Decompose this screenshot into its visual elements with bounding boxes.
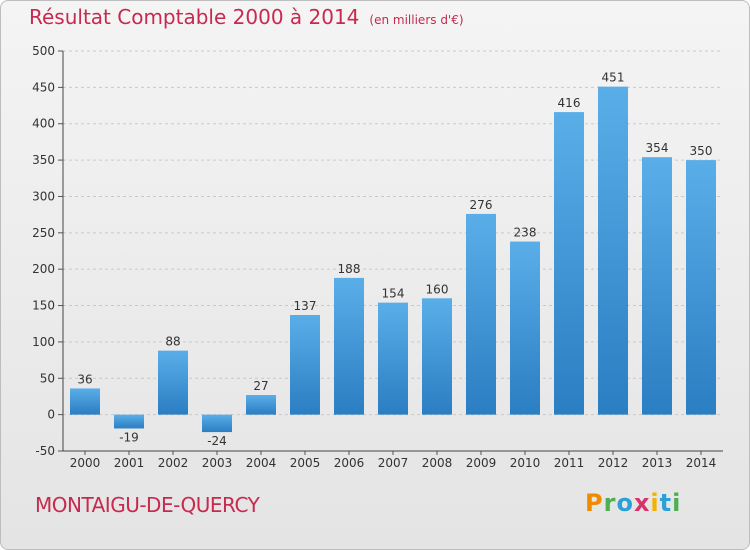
x-tick-label: 2007 <box>378 456 409 470</box>
data-label: 238 <box>514 226 537 240</box>
bar <box>114 414 144 429</box>
y-tick-label: 300 <box>32 189 55 203</box>
y-tick-label: 350 <box>32 153 55 167</box>
bar <box>290 315 320 415</box>
chart-title: Résultat Comptable 2000 à 2014 (en millie… <box>29 5 464 29</box>
y-tick-label: 400 <box>32 117 55 131</box>
y-tick-label: 50 <box>40 371 55 385</box>
data-label: 27 <box>253 379 268 393</box>
x-tick-label: 2004 <box>246 456 277 470</box>
data-label: -19 <box>119 430 139 444</box>
bar <box>554 112 584 415</box>
x-tick-label: 2011 <box>554 456 585 470</box>
x-tick-label: 2008 <box>422 456 453 470</box>
bar <box>598 86 628 415</box>
logo-letter: i <box>650 489 660 517</box>
y-tick-label: 200 <box>32 262 55 276</box>
bar <box>686 160 716 415</box>
bar <box>202 414 232 433</box>
bar <box>158 350 188 415</box>
y-tick-label: 150 <box>32 299 55 313</box>
logo-letter: i <box>672 489 682 517</box>
x-tick-label: 2003 <box>202 456 233 470</box>
x-tick-label: 2014 <box>686 456 717 470</box>
data-label: 88 <box>165 335 180 349</box>
x-tick-label: 2006 <box>334 456 365 470</box>
bar <box>422 298 452 415</box>
bar <box>510 241 540 415</box>
data-label: 36 <box>77 372 92 386</box>
logo-letter: r <box>603 489 617 517</box>
bar <box>334 277 364 415</box>
data-label: 354 <box>646 141 669 155</box>
logo-letter: x <box>633 489 651 517</box>
data-label: 451 <box>602 71 625 85</box>
x-tick-label: 2001 <box>114 456 145 470</box>
data-label: 188 <box>338 262 361 276</box>
x-tick-label: 2012 <box>598 456 629 470</box>
y-tick-label: 250 <box>32 226 55 240</box>
x-tick-label: 2000 <box>70 456 101 470</box>
bar <box>466 213 496 415</box>
x-tick-label: 2013 <box>642 456 673 470</box>
y-tick-label: 100 <box>32 335 55 349</box>
data-label: 276 <box>470 198 493 212</box>
y-tick-label: 500 <box>32 44 55 58</box>
x-tick-label: 2010 <box>510 456 541 470</box>
bar <box>70 388 100 415</box>
x-tick-label: 2005 <box>290 456 321 470</box>
bar <box>246 395 276 415</box>
data-label: 350 <box>690 144 713 158</box>
logo-letter: P <box>585 489 604 517</box>
data-label: -24 <box>207 434 227 448</box>
y-tick-label: -50 <box>35 444 55 458</box>
commune-name: MONTAIGU-DE-QUERCY <box>35 493 260 517</box>
bar <box>378 302 408 415</box>
x-tick-label: 2009 <box>466 456 497 470</box>
logo-letter: t <box>659 489 673 517</box>
y-tick-label: 450 <box>32 80 55 94</box>
logo-letter: o <box>616 489 634 517</box>
data-label: 154 <box>382 287 405 301</box>
y-tick-label: 0 <box>47 408 55 422</box>
bar <box>642 157 672 415</box>
data-label: 137 <box>294 299 317 313</box>
x-tick-label: 2002 <box>158 456 189 470</box>
proxiti-logo: Proxiti <box>585 489 681 517</box>
data-label: 416 <box>558 96 581 110</box>
data-label: 160 <box>426 282 449 296</box>
chart-subtitle: (en milliers d'€) <box>369 13 464 27</box>
